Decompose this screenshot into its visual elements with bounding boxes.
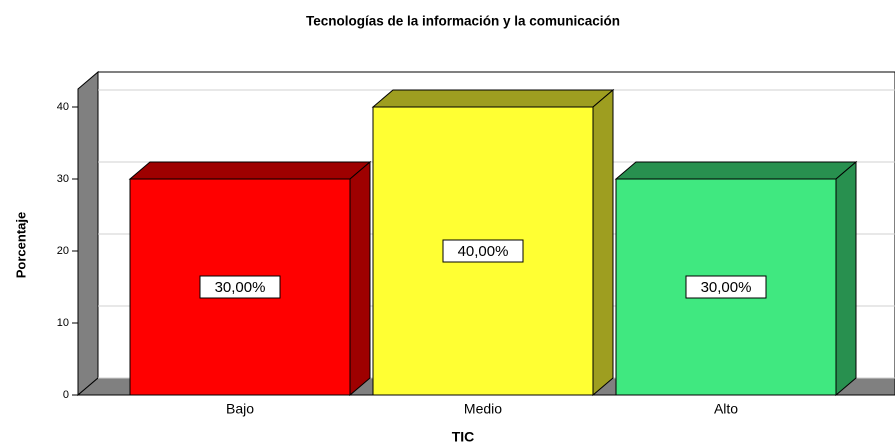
value-label: 30,00% [701, 279, 752, 296]
x-axis-label: TIC [452, 429, 475, 445]
value-label-box [685, 275, 767, 299]
y-tick-label: 40 [57, 101, 69, 113]
bar-top [128, 161, 372, 180]
y-tick-label: 10 [57, 317, 69, 329]
x-tick-label: Bajo [226, 401, 254, 417]
bar-top [371, 89, 615, 108]
x-tick-label: Medio [464, 401, 502, 417]
left-wall [77, 70, 99, 397]
y-tick-label: 30 [57, 173, 69, 185]
value-label: 30,00% [215, 279, 266, 296]
chart-title: Tecnologías de la información y la comun… [306, 14, 620, 29]
y-axis-label: Porcentaje [13, 212, 28, 278]
value-label: 40,00% [458, 243, 509, 260]
bar-side [592, 88, 614, 397]
value-label-box [442, 239, 524, 263]
x-tick-label: Alto [714, 401, 738, 417]
bar-top [614, 161, 858, 180]
value-label-box [199, 275, 281, 299]
y-tick-label: 20 [57, 245, 69, 257]
bar-side [835, 160, 857, 397]
y-tick-label: 0 [63, 389, 69, 401]
bar-side [349, 160, 371, 397]
